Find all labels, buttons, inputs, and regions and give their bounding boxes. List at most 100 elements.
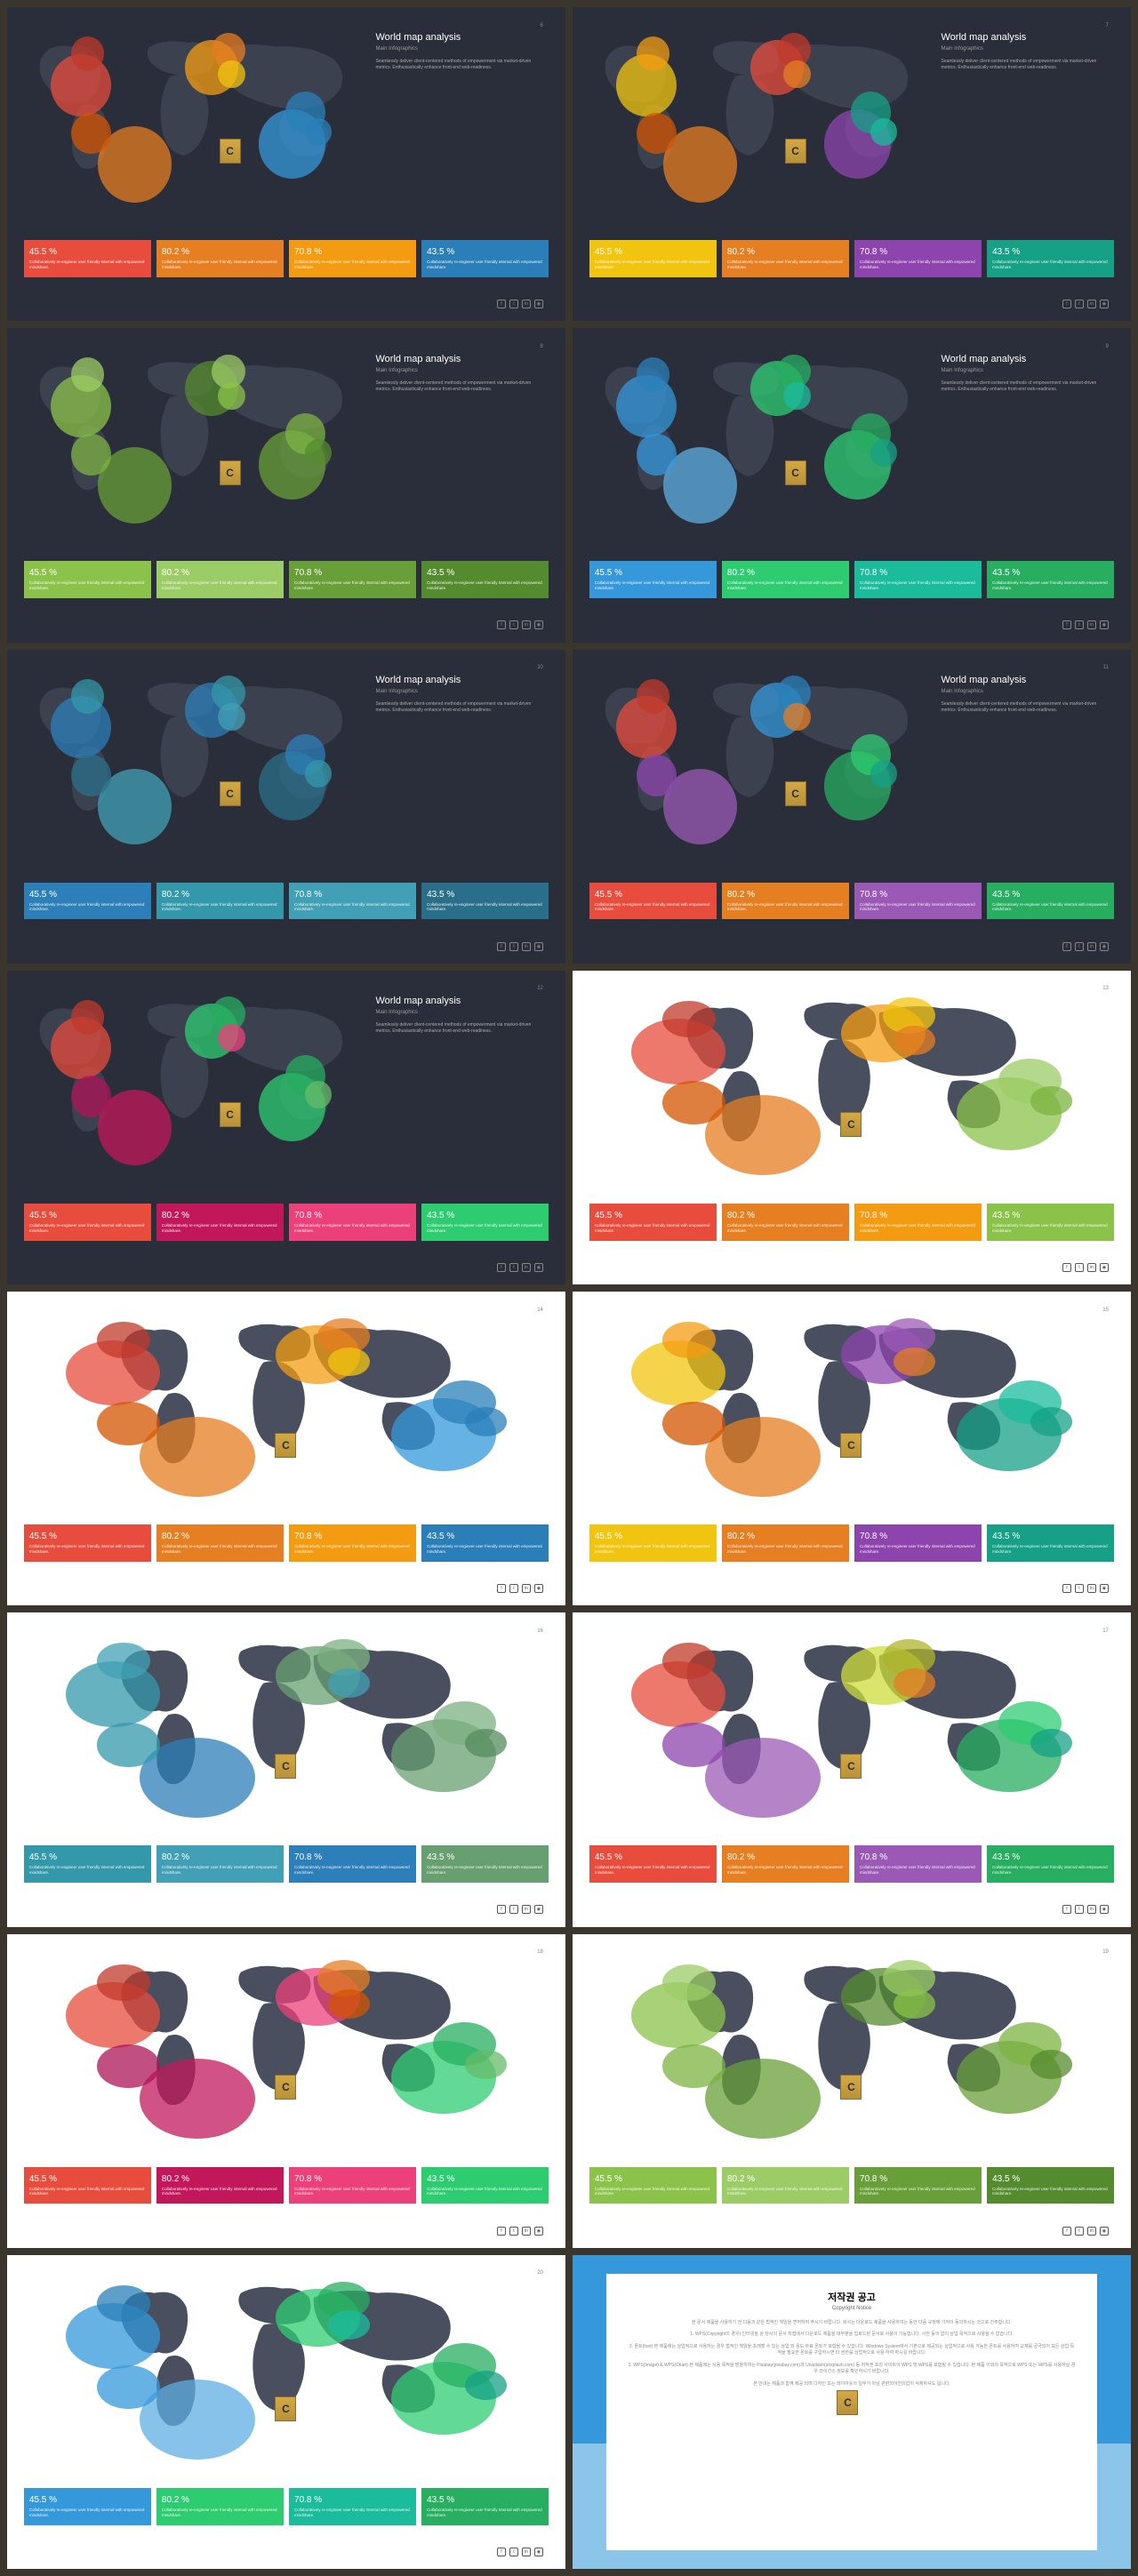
stat-box-0: 45.5 % Collaboratively re-engineer user … xyxy=(24,1845,151,1883)
slide-body: Seamlessly deliver client-centered metho… xyxy=(942,701,1109,714)
stat-box-2: 70.8 % Collaboratively re-engineer user … xyxy=(854,561,982,598)
social-icon[interactable]: in xyxy=(1087,1905,1096,1914)
social-icon[interactable]: f xyxy=(497,1584,506,1593)
social-icon[interactable]: ◉ xyxy=(1100,1263,1109,1272)
social-icon[interactable]: in xyxy=(1087,942,1096,951)
stat-desc: Collaboratively re-engineer user friendl… xyxy=(162,2508,278,2518)
stat-desc: Collaboratively re-engineer user friendl… xyxy=(162,1223,278,1234)
stat-desc: Collaboratively re-engineer user friendl… xyxy=(992,902,1109,913)
social-icon[interactable]: in xyxy=(1087,300,1096,308)
stats-row: 45.5 % Collaboratively re-engineer user … xyxy=(24,2167,549,2204)
stat-box-2: 70.8 % Collaboratively re-engineer user … xyxy=(289,1845,416,1883)
stat-box-0: 45.5 % Collaboratively re-engineer user … xyxy=(24,2488,151,2525)
social-icon[interactable]: in xyxy=(522,300,531,308)
social-icon[interactable]: f xyxy=(1062,1263,1071,1272)
social-icon[interactable]: in xyxy=(522,1263,531,1272)
data-bubble xyxy=(218,1024,244,1052)
social-icon[interactable]: ◉ xyxy=(534,1263,543,1272)
social-icon[interactable]: t xyxy=(1075,1263,1084,1272)
stat-box-0: 45.5 % Collaboratively re-engineer user … xyxy=(589,561,717,598)
data-bubble xyxy=(97,2044,160,2088)
social-icon[interactable]: in xyxy=(1087,620,1096,629)
social-icon[interactable]: f xyxy=(497,2548,506,2556)
stat-pct: 80.2 % xyxy=(727,1852,844,1862)
social-icon[interactable]: ◉ xyxy=(534,2227,543,2236)
social-icon[interactable]: t xyxy=(509,2227,518,2236)
stat-desc: Collaboratively re-engineer user friendl… xyxy=(595,2187,711,2197)
stat-pct: 43.5 % xyxy=(992,890,1109,900)
page-number: 11 xyxy=(1103,665,1109,670)
social-icon[interactable]: in xyxy=(522,620,531,629)
social-icon[interactable]: t xyxy=(509,1584,518,1593)
social-icon[interactable]: f xyxy=(1062,300,1071,308)
social-icon[interactable]: f xyxy=(1062,620,1071,629)
stat-box-3: 43.5 % Collaboratively re-engineer user … xyxy=(987,561,1114,598)
social-icon[interactable]: ◉ xyxy=(1100,1905,1109,1914)
social-icon[interactable]: t xyxy=(1075,300,1084,308)
social-icon[interactable]: f xyxy=(1062,2227,1071,2236)
social-icon[interactable]: ◉ xyxy=(1100,2227,1109,2236)
stat-desc: Collaboratively re-engineer user friendl… xyxy=(29,902,146,913)
social-icon[interactable]: ◉ xyxy=(534,620,543,629)
social-icon[interactable]: in xyxy=(522,1905,531,1914)
social-icon[interactable]: t xyxy=(509,1905,518,1914)
social-icon[interactable]: f xyxy=(1062,942,1071,951)
slide-title: World map analysis xyxy=(376,996,543,1006)
social-icon[interactable]: ◉ xyxy=(1100,620,1109,629)
data-bubble xyxy=(1030,1086,1072,1116)
social-icon[interactable]: in xyxy=(522,942,531,951)
stat-desc: Collaboratively re-engineer user friendl… xyxy=(727,902,844,913)
social-icon[interactable]: ◉ xyxy=(534,2548,543,2556)
social-icon[interactable]: ◉ xyxy=(534,942,543,951)
social-icon[interactable]: f xyxy=(1062,1584,1071,1593)
social-icon[interactable]: in xyxy=(522,1584,531,1593)
social-icon[interactable]: in xyxy=(522,2548,531,2556)
stat-box-3: 43.5 % Collaboratively re-engineer user … xyxy=(421,561,549,598)
social-icon[interactable]: ◉ xyxy=(1100,300,1109,308)
stat-desc: Collaboratively re-engineer user friendl… xyxy=(727,580,844,591)
slide-8: World map analysis Main Infographics Sea… xyxy=(7,328,565,642)
social-icon[interactable]: f xyxy=(497,942,506,951)
social-icon[interactable]: ◉ xyxy=(534,1905,543,1914)
social-icon[interactable]: ◉ xyxy=(1100,942,1109,951)
social-icon[interactable]: t xyxy=(509,942,518,951)
stat-box-3: 43.5 % Collaboratively re-engineer user … xyxy=(421,2167,549,2204)
social-icon[interactable]: ◉ xyxy=(534,300,543,308)
page-number: 10 xyxy=(537,665,543,670)
social-icon[interactable]: f xyxy=(497,1263,506,1272)
social-icon[interactable]: f xyxy=(1062,1905,1071,1914)
social-icon[interactable]: ◉ xyxy=(1100,1584,1109,1593)
stat-pct: 43.5 % xyxy=(427,247,543,257)
social-icon[interactable]: in xyxy=(1087,2227,1096,2236)
stat-box-1: 80.2 % Collaboratively re-engineer user … xyxy=(156,561,284,598)
social-icon[interactable]: in xyxy=(1087,1263,1096,1272)
stat-desc: Collaboratively re-engineer user friendl… xyxy=(595,580,711,591)
slide-17: C17 45.5 % Collaboratively re-engineer u… xyxy=(573,1612,1131,1926)
social-icon[interactable]: t xyxy=(1075,620,1084,629)
stat-box-2: 70.8 % Collaboratively re-engineer user … xyxy=(289,883,416,920)
stat-desc: Collaboratively re-engineer user friendl… xyxy=(427,1544,543,1555)
social-icon[interactable]: t xyxy=(509,2548,518,2556)
social-icon[interactable]: f xyxy=(497,620,506,629)
stat-desc: Collaboratively re-engineer user friendl… xyxy=(727,260,844,270)
social-icon[interactable]: f xyxy=(497,1905,506,1914)
social-icon[interactable]: t xyxy=(1075,1584,1084,1593)
social-icon[interactable]: in xyxy=(1087,1584,1096,1593)
stat-box-2: 70.8 % Collaboratively re-engineer user … xyxy=(289,561,416,598)
stat-pct: 43.5 % xyxy=(992,568,1109,578)
stat-pct: 43.5 % xyxy=(427,890,543,900)
social-icon[interactable]: f xyxy=(497,2227,506,2236)
footer-icons: ftin ◉ xyxy=(1062,300,1109,308)
stat-pct: 70.8 % xyxy=(860,1211,976,1220)
social-icon[interactable]: in xyxy=(522,2227,531,2236)
social-icon[interactable]: t xyxy=(509,300,518,308)
social-icon[interactable]: t xyxy=(509,1263,518,1272)
social-icon[interactable]: t xyxy=(1075,2227,1084,2236)
social-icon[interactable]: t xyxy=(1075,942,1084,951)
social-icon[interactable]: t xyxy=(1075,1905,1084,1914)
stat-pct: 45.5 % xyxy=(595,1852,711,1862)
stat-desc: Collaboratively re-engineer user friendl… xyxy=(294,2187,411,2197)
social-icon[interactable]: ◉ xyxy=(534,1584,543,1593)
social-icon[interactable]: f xyxy=(497,300,506,308)
social-icon[interactable]: t xyxy=(509,620,518,629)
